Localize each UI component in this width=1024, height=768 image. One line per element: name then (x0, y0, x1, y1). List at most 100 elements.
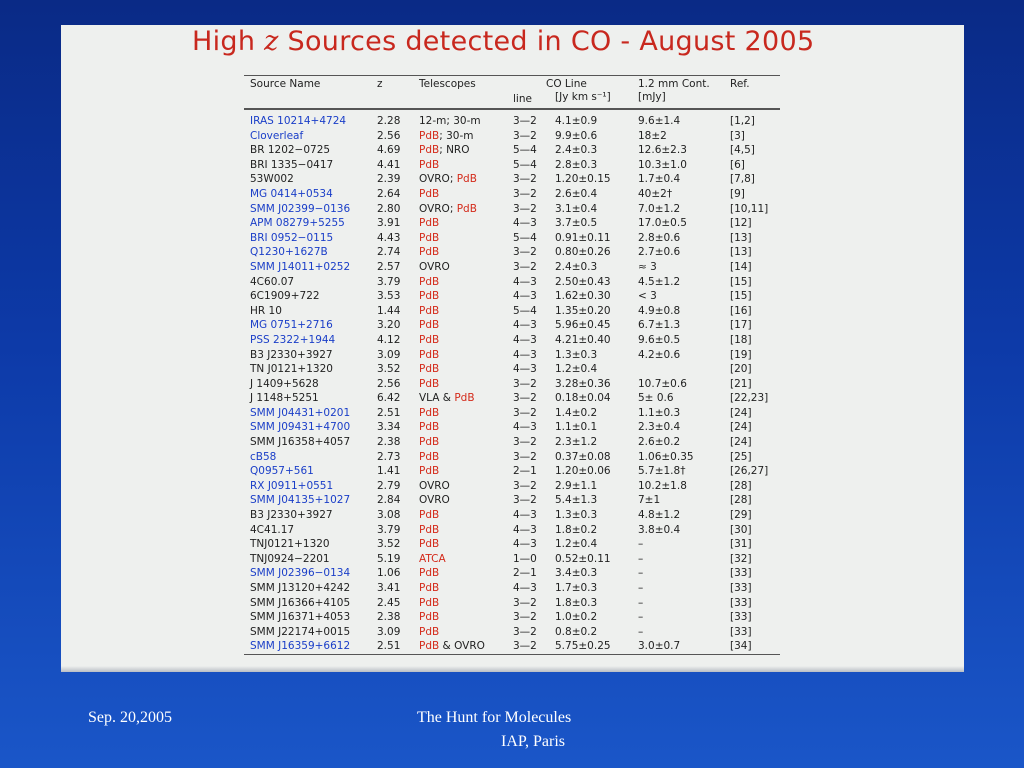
reference-cell: [33] (730, 582, 752, 594)
continuum-cell: 10.3±1.0 (638, 158, 687, 171)
table-row: TNJ0121+1320 3.52 PdB 4—3 1.2±0.4 – [31] (244, 537, 780, 552)
co-flux-cell: 1.1±0.1 (555, 421, 598, 434)
co-line-cell: 3—2 (513, 406, 537, 419)
co-line-cell: 3—2 (513, 625, 537, 638)
co-line-cell: 4—3 (513, 421, 537, 434)
source-name-cell: 4C60.07 (250, 275, 295, 288)
co-line-cell: 3—2 (513, 611, 537, 624)
table-row: SMM J02399−0136 2.80 OVRO; PdB 3—2 3.1±0.4 7.… (244, 202, 780, 217)
telescopes-cell: PdB (419, 216, 439, 231)
telescope-name: PdB (419, 187, 440, 200)
reference-cell: [9] (730, 187, 745, 200)
co-line-cell: 3—2 (513, 173, 537, 186)
telescopes-cell: ATCA (419, 552, 446, 567)
telescope-name: PdB (419, 421, 440, 434)
continuum-cell: 9.6±0.5 (638, 333, 681, 346)
telescopes-cell: PdB (419, 523, 439, 538)
reference-cell: [4,5] (730, 144, 755, 157)
reference-cell: [14] (730, 260, 752, 273)
telescope-name: PdB (419, 625, 440, 638)
telescope-name: PdB (419, 377, 440, 390)
telescopes-cell: PdB (419, 406, 439, 421)
telescopes-cell: PdB (419, 625, 439, 640)
reference-cell: [34] (730, 640, 752, 653)
telescope-name: OVRO (419, 494, 450, 507)
co-flux-cell: 4.1±0.9 (555, 115, 598, 127)
table-row: 53W002 2.39 OVRO; PdB 3—2 1.20±0.15 1.7±0.4 [7… (244, 172, 780, 187)
source-name-cell: B3 J2330+3927 (250, 509, 333, 522)
telescopes-cell: OVRO (419, 493, 450, 508)
co-line-cell: 3—2 (513, 392, 537, 405)
table-row: BRI 0952−0115 4.43 PdB 5—4 0.91±0.11 2.8±0.6 [… (244, 231, 780, 246)
telescopes-cell: PdB (419, 435, 439, 450)
co-line-cell: 2—1 (513, 465, 537, 478)
content-panel: High z Sources detected in CO - August 2… (61, 25, 964, 671)
table-row: Q1230+1627B 2.74 PdB 3—2 0.80±0.26 2.7±0.6 [13… (244, 245, 780, 260)
reference-cell: [33] (730, 611, 752, 624)
source-name-cell: Q0957+561 (250, 465, 314, 478)
table-row: Q0957+561 1.41 PdB 2—1 1.20±0.06 5.7±1.8† [26,… (244, 464, 780, 479)
continuum-cell: – (638, 552, 644, 565)
co-flux-cell: 1.7±0.3 (555, 582, 598, 594)
table-row: TNJ0924−2201 5.19 ATCA 1—0 0.52±0.11 – [32] (244, 552, 780, 567)
telescopes-cell: PdB & OVRO (419, 639, 485, 654)
reference-cell: [6] (730, 158, 745, 171)
telescope-name: ; NRO (439, 144, 470, 157)
table-body: IRAS 10214+4724 2.28 12-m; 30-m 3—2 4.1±0.9 9… (244, 110, 780, 654)
reference-cell: [24] (730, 406, 752, 419)
telescopes-cell: PdB (419, 289, 439, 304)
redshift-cell: 3.91 (377, 217, 401, 230)
redshift-cell: 2.73 (377, 450, 401, 463)
reference-cell: [30] (730, 523, 752, 536)
telescope-name: PdB (419, 523, 440, 536)
telescope-name: OVRO; (419, 173, 457, 186)
table-row: 4C60.07 3.79 PdB 4—3 2.50±0.43 4.5±1.2 [15] (244, 275, 780, 290)
telescope-name: ATCA (419, 552, 446, 565)
co-line-cell: 3—2 (513, 450, 537, 463)
redshift-cell: 2.28 (377, 115, 401, 127)
telescope-name: & OVRO (439, 640, 485, 653)
telescope-name: OVRO; (419, 202, 457, 215)
reference-cell: [17] (730, 319, 752, 332)
co-line-cell: 5—4 (513, 231, 537, 244)
reference-cell: [33] (730, 625, 752, 638)
reference-cell: [33] (730, 567, 752, 580)
source-name-cell: SMM J16359+6612 (250, 640, 351, 653)
reference-cell: [26,27] (730, 465, 769, 478)
co-flux-cell: 3.4±0.3 (555, 567, 598, 580)
co-flux-cell: 3.7±0.5 (555, 217, 598, 230)
continuum-cell: 5± 0.6 (638, 392, 674, 405)
telescopes-cell: PdB (419, 158, 439, 173)
telescope-name: PdB (419, 406, 440, 419)
co-flux-cell: 0.18±0.04 (555, 392, 611, 405)
co-flux-cell: 1.8±0.2 (555, 523, 598, 536)
telescope-name: PdB (419, 275, 440, 288)
source-name-cell: SMM J13120+4242 (250, 582, 351, 594)
header-line: line (513, 93, 532, 105)
telescope-name: PdB (419, 596, 440, 609)
co-line-cell: 3—2 (513, 129, 537, 142)
reference-cell: [15] (730, 275, 752, 288)
table-row: J 1409+5628 2.56 PdB 3—2 3.28±0.36 10.7±0.6 [2… (244, 377, 780, 392)
reference-cell: [13] (730, 231, 752, 244)
redshift-cell: 2.56 (377, 377, 401, 390)
telescope-name: PdB (456, 173, 477, 186)
redshift-cell: 4.43 (377, 231, 401, 244)
telescope-name: PdB (419, 465, 440, 478)
reference-cell: [24] (730, 436, 752, 449)
telescope-name: PdB (419, 640, 440, 653)
reference-cell: [28] (730, 494, 752, 507)
redshift-cell: 1.44 (377, 304, 401, 317)
redshift-cell: 2.84 (377, 494, 401, 507)
table-row: Cloverleaf 2.56 PdB; 30-m 3—2 9.9±0.6 18±2 [3] (244, 129, 780, 144)
telescope-name: ; 30-m (439, 129, 474, 142)
co-flux-cell: 1.35±0.20 (555, 304, 611, 317)
co-line-cell: 3—2 (513, 377, 537, 390)
source-name-cell: APM 08279+5255 (250, 217, 345, 230)
telescopes-cell: PdB (419, 508, 439, 523)
telescopes-cell: PdB; 30-m (419, 129, 473, 144)
continuum-cell: – (638, 611, 644, 624)
telescope-name: PdB (419, 450, 440, 463)
source-name-cell: HR 10 (250, 304, 282, 317)
redshift-cell: 2.57 (377, 260, 401, 273)
